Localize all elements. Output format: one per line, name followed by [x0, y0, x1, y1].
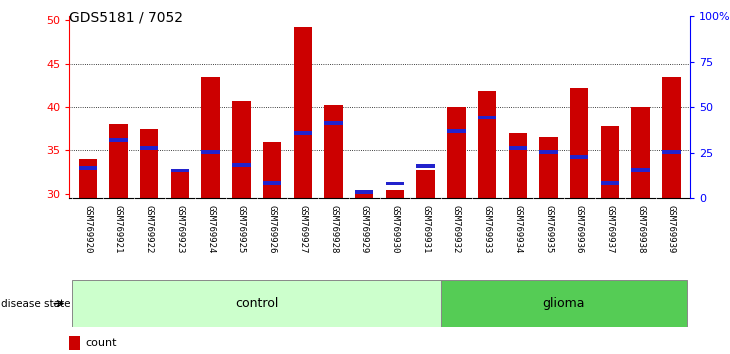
Bar [263, 181, 281, 184]
Bar [140, 146, 158, 150]
Text: GSM769939: GSM769939 [667, 205, 676, 253]
Bar [385, 182, 404, 185]
Bar [232, 101, 250, 198]
Text: GSM769930: GSM769930 [391, 205, 399, 253]
Text: GDS5181 / 7052: GDS5181 / 7052 [69, 11, 183, 25]
Text: GSM769921: GSM769921 [114, 205, 123, 253]
Bar [570, 155, 588, 159]
Bar [171, 172, 189, 198]
Bar [631, 107, 650, 198]
Text: glioma: glioma [542, 297, 585, 310]
Bar [478, 91, 496, 198]
Text: GSM769929: GSM769929 [360, 205, 369, 253]
Text: GSM769931: GSM769931 [421, 205, 430, 253]
Bar [601, 126, 619, 198]
Bar [416, 164, 435, 168]
Bar [110, 125, 128, 198]
Bar [385, 189, 404, 198]
Text: disease state: disease state [1, 298, 70, 309]
Bar [478, 115, 496, 119]
Bar [293, 27, 312, 198]
Text: GSM769928: GSM769928 [329, 205, 338, 253]
Text: control: control [235, 297, 278, 310]
Bar [447, 130, 466, 133]
Text: GSM769925: GSM769925 [237, 205, 246, 253]
Text: GSM769937: GSM769937 [605, 205, 615, 253]
Text: count: count [85, 338, 117, 348]
Text: GSM769934: GSM769934 [513, 205, 523, 253]
Text: GSM769923: GSM769923 [175, 205, 185, 253]
Bar [662, 150, 680, 154]
Text: GSM769933: GSM769933 [483, 205, 491, 253]
Bar [140, 129, 158, 198]
Bar [201, 150, 220, 154]
Bar [79, 166, 97, 170]
Bar [631, 168, 650, 172]
Bar [601, 181, 619, 184]
Text: GSM769932: GSM769932 [452, 205, 461, 253]
Text: GSM769920: GSM769920 [83, 205, 92, 253]
Bar [232, 163, 250, 167]
Bar [79, 159, 97, 198]
Text: GSM769924: GSM769924 [206, 205, 215, 253]
Text: GSM769935: GSM769935 [544, 205, 553, 253]
Bar [662, 77, 680, 198]
Bar [416, 171, 435, 198]
Bar [441, 280, 687, 327]
Text: GSM769922: GSM769922 [145, 205, 154, 253]
Bar [324, 105, 343, 198]
Bar [447, 107, 466, 198]
Bar [263, 142, 281, 198]
Bar [509, 146, 527, 150]
Bar [72, 280, 441, 327]
Bar [324, 121, 343, 125]
Bar [570, 88, 588, 198]
Bar [110, 138, 128, 142]
Bar [539, 150, 558, 154]
Bar [539, 137, 558, 198]
Bar [171, 169, 189, 172]
Text: GSM769927: GSM769927 [299, 205, 307, 253]
Bar [355, 191, 374, 198]
Text: GSM769938: GSM769938 [637, 205, 645, 253]
Bar [293, 131, 312, 135]
Text: GSM769926: GSM769926 [268, 205, 277, 253]
Bar [509, 133, 527, 198]
Bar [201, 77, 220, 198]
Text: GSM769936: GSM769936 [575, 205, 584, 253]
Bar [355, 190, 374, 194]
